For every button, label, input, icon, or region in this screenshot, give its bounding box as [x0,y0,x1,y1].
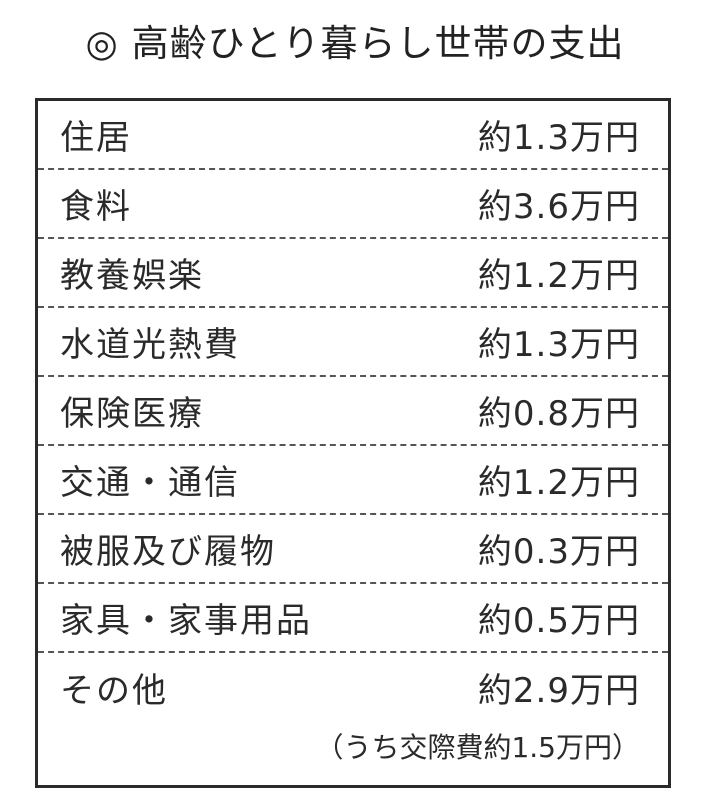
row-value: 約0.3万円 [477,532,640,572]
row-label: 住居 [60,118,132,158]
table-row: その他 約2.9万円 （うち交際費約1.5万円） [38,653,668,793]
row-label: 水道光熱費 [60,325,240,365]
row-value: 約1.2万円 [477,463,640,503]
expense-table: 住居 約1.3万円 食料 約3.6万円 教養娯楽 約1.2万円 水道光熱費 約1.3万円… [35,98,671,788]
page-title: ◎ 高齢ひとり暮らし世帯の支出 [85,22,625,65]
table-row: 教養娯楽 約1.2万円 [38,239,668,308]
row-label: 交通・通信 [60,463,240,503]
table-row: 保険医療 約0.8万円 [38,377,668,446]
table-row: 住居 約1.3万円 [38,101,668,170]
row-label: 食料 [60,187,132,227]
row-value: 約2.9万円 [477,671,640,711]
table-row: 水道光熱費 約1.3万円 [38,308,668,377]
row-note: （うち交際費約1.5万円） [315,731,640,764]
table-row: 交通・通信 約1.2万円 [38,446,668,515]
table-row: 食料 約3.6万円 [38,170,668,239]
row-value: 約3.6万円 [477,187,640,227]
row-label: 家具・家事用品 [60,601,312,641]
row-value: 約1.2万円 [477,256,640,296]
row-value: 約0.8万円 [477,394,640,434]
row-label: 教養娯楽 [60,256,204,296]
table-row: 家具・家事用品 約0.5万円 [38,584,668,653]
row-value: 約1.3万円 [477,325,640,365]
row-label: 被服及び履物 [60,532,276,572]
row-value: 約0.5万円 [477,601,640,641]
table-row: 被服及び履物 約0.3万円 [38,515,668,584]
row-label: その他 [60,671,168,711]
row-label: 保険医療 [60,394,204,434]
row-value: 約1.3万円 [477,118,640,158]
